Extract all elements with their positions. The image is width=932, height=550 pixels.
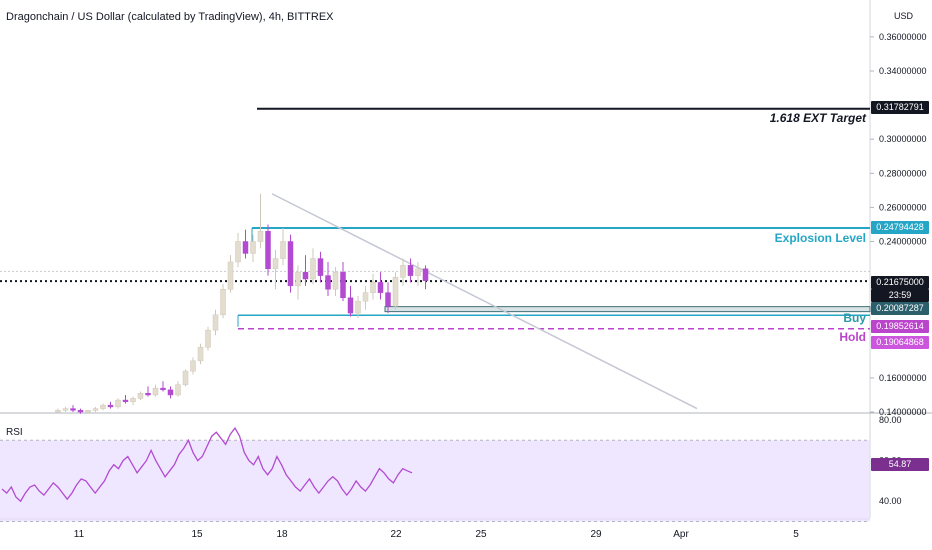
time-tick-label: Apr (673, 529, 689, 540)
candle-body (362, 292, 369, 302)
candle-body (77, 410, 84, 413)
candle-body (242, 241, 249, 254)
candle-body (197, 346, 204, 362)
price-tick-label: 0.34000000 (879, 66, 927, 76)
candle-body (212, 314, 219, 331)
time-tick-label: 25 (475, 529, 487, 540)
candle-body (55, 410, 61, 413)
candle-body (175, 384, 181, 396)
candle-body (355, 300, 361, 314)
candle-body (190, 360, 196, 372)
price-tick-label: 0.14000000 (879, 407, 927, 417)
candle-body (392, 277, 399, 307)
time-tick-label: 18 (276, 529, 288, 540)
candle-body (85, 410, 91, 413)
price-tick-label: 0.16000000 (879, 373, 927, 383)
candle-body (407, 265, 414, 276)
candle-body (400, 265, 406, 278)
candle-body (377, 282, 384, 293)
candle-body (370, 282, 376, 293)
candle-body (220, 288, 226, 316)
candle-body (415, 268, 421, 276)
candle-body (325, 275, 331, 290)
rsi-band (0, 440, 870, 522)
hold-price-badge: 0.19064868 (871, 336, 929, 349)
candle-body (310, 258, 316, 280)
candle-body (92, 408, 99, 411)
price-tick-label: 0.30000000 (879, 134, 927, 144)
candle-body (122, 399, 129, 403)
candle-body (167, 389, 174, 396)
candle-body (265, 231, 271, 270)
candle-body (137, 392, 144, 399)
candle-body (100, 404, 106, 409)
explosion-annotation: Explosion Level (774, 231, 866, 245)
last-price-badge: 0.21675000 (871, 276, 929, 289)
currency-label: USD (894, 11, 914, 21)
candle-body (62, 408, 69, 411)
rsi-line (1, 426, 413, 503)
chart-title: Dragonchain / US Dollar (calculated by T… (6, 11, 334, 23)
time-tick-label: 5 (793, 529, 799, 540)
explosion-price-badge: 0.24794428 (871, 221, 929, 234)
price-tick-label: 0.36000000 (879, 32, 927, 42)
candle-body (347, 297, 354, 314)
candle-body (332, 271, 339, 290)
candle-body (340, 271, 346, 299)
candle-body (422, 268, 429, 281)
candle-body (115, 399, 121, 408)
candle-body (130, 398, 136, 403)
candle-body (160, 387, 166, 391)
candle-body (302, 271, 309, 280)
countdown-badge: 23:59 (871, 289, 929, 302)
candle-body (152, 387, 159, 396)
buy-price-badge: 0.20087287 (871, 302, 929, 315)
candle-body (227, 261, 234, 290)
buy-zone (384, 306, 871, 313)
candle-body (287, 241, 294, 287)
target-price-badge: 0.31782791 (871, 101, 929, 114)
candle-body (257, 231, 264, 242)
candle-body (145, 392, 151, 396)
candle-body (235, 241, 241, 263)
time-tick-label: 29 (590, 529, 602, 540)
rsi-tick-label: 40.00 (879, 496, 902, 506)
time-tick-label: 22 (390, 529, 402, 540)
candle-body (107, 404, 114, 408)
candle-body (295, 271, 301, 287)
buy-annotation: Buy (843, 311, 866, 325)
trendline (271, 193, 698, 410)
candle-body (280, 241, 286, 259)
candle-body (250, 241, 256, 254)
target-annotation: 1.618 EXT Target (769, 111, 866, 125)
candle-body (182, 370, 189, 385)
price-tick-label: 0.24000000 (879, 237, 927, 247)
time-tick-label: 15 (191, 529, 203, 540)
candle-body (70, 408, 76, 411)
rsi-label: RSI (6, 427, 23, 438)
candle-body (205, 329, 211, 348)
hold-annotation: Hold (839, 330, 866, 344)
rsi-value-badge: 54.87 (871, 458, 929, 471)
candle-body (385, 292, 391, 307)
rsi-tick-label: 80.00 (879, 415, 902, 425)
candle-body (317, 258, 324, 276)
price-tick-label: 0.28000000 (879, 168, 927, 178)
time-tick-label: 11 (74, 529, 85, 540)
candle-body (272, 258, 279, 270)
hold-upper-price-badge: 0.19852614 (871, 320, 929, 333)
price-tick-label: 0.26000000 (879, 202, 927, 212)
